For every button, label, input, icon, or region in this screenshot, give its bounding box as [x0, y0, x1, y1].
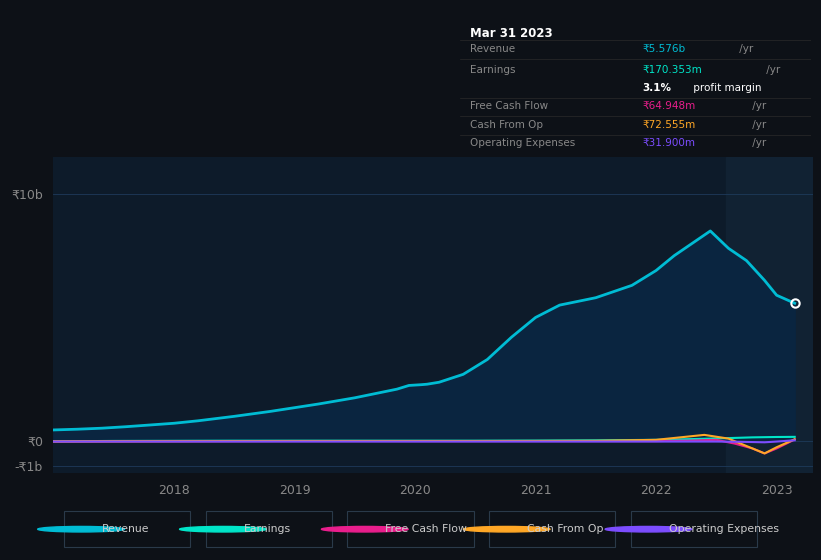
Text: 3.1%: 3.1% [643, 83, 672, 93]
Text: ₹64.948m: ₹64.948m [643, 101, 695, 111]
Text: /yr: /yr [736, 44, 753, 54]
FancyBboxPatch shape [205, 511, 332, 547]
Text: Revenue: Revenue [102, 524, 149, 534]
Text: /yr: /yr [763, 65, 780, 75]
Circle shape [180, 526, 266, 532]
Text: Earnings: Earnings [243, 524, 291, 534]
FancyBboxPatch shape [64, 511, 190, 547]
Circle shape [605, 526, 692, 532]
Text: /yr: /yr [750, 138, 767, 148]
Circle shape [463, 526, 550, 532]
Text: ₹31.900m: ₹31.900m [643, 138, 695, 148]
Text: /yr: /yr [750, 120, 767, 130]
FancyBboxPatch shape [489, 511, 616, 547]
Text: ₹72.555m: ₹72.555m [643, 120, 695, 130]
Circle shape [38, 526, 125, 532]
Text: /yr: /yr [750, 101, 767, 111]
Text: Free Cash Flow: Free Cash Flow [470, 101, 548, 111]
FancyBboxPatch shape [347, 511, 474, 547]
Text: Cash From Op: Cash From Op [527, 524, 603, 534]
Text: ₹170.353m: ₹170.353m [643, 65, 702, 75]
Text: Free Cash Flow: Free Cash Flow [385, 524, 467, 534]
Circle shape [322, 526, 408, 532]
Bar [726, 157, 813, 473]
Text: Cash From Op: Cash From Op [470, 120, 544, 130]
Text: ₹5.576b: ₹5.576b [643, 44, 686, 54]
Text: Mar 31 2023: Mar 31 2023 [470, 27, 553, 40]
Text: profit margin: profit margin [690, 83, 761, 93]
FancyBboxPatch shape [631, 511, 757, 547]
Text: Operating Expenses: Operating Expenses [470, 138, 576, 148]
Text: Earnings: Earnings [470, 65, 516, 75]
Text: Revenue: Revenue [470, 44, 516, 54]
Text: Operating Expenses: Operating Expenses [669, 524, 779, 534]
